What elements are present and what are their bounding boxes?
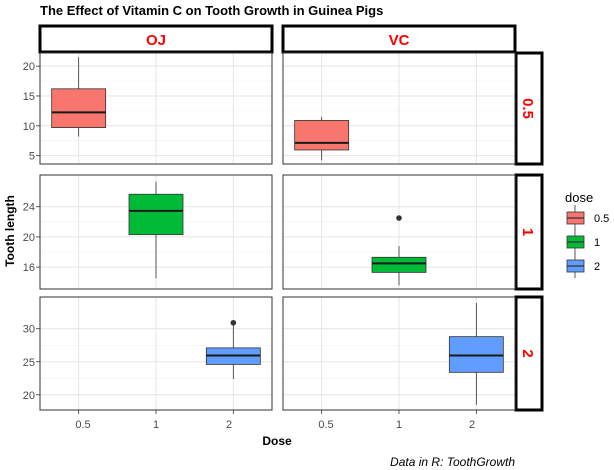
legend-item-2: 2 [566,253,600,278]
panel-border [39,52,273,165]
chart-title: The Effect of Vitamin C on Tooth Growth … [40,3,383,18]
panel-VC-0.5 [282,52,516,165]
y-tick-label-0.5-20: 20 [23,61,35,73]
legend: dose 0.5 1 2 [565,190,609,278]
strip-label-VC: VC [389,32,410,49]
x-axis-title: Dose [262,434,292,448]
strip-label-0.5: 0.5 [519,98,536,119]
x-tick-label-OJ-0.5: 0.5 [75,419,90,431]
y-tick-label-0.5-10: 10 [23,121,35,133]
legend-title: dose [565,190,593,205]
panel-border [282,174,516,290]
outlier-point [396,215,402,221]
strip-top-OJ: OJ [38,24,274,54]
panel-OJ-0.5 [39,52,273,165]
panel-OJ-2 [39,296,273,414]
box-OJ-0.5 [51,57,107,137]
y-axis-title: Tooth length [3,195,17,267]
box-VC-1 [371,215,427,286]
x-tick-label-VC-2: 2 [469,419,475,431]
caption: Data in R: ToothGrowth [390,455,515,469]
x-tick-label-VC-1: 1 [396,419,402,431]
box-OJ-2 [205,319,261,379]
strip-right-1: 1 [514,173,544,291]
box-body [51,88,107,128]
panel-VC-1 [282,174,516,290]
box-body [128,193,184,236]
y-tick-label-0.5-5: 5 [29,151,35,163]
strip-label-1: 1 [519,228,536,236]
outlier-point [230,319,237,326]
legend-label-0.5: 0.5 [594,213,609,225]
box-body [294,120,350,151]
y-axis-ticks: 5 10 15 20 16 20 24 20 25 30 [23,61,40,402]
box-body [371,256,427,273]
panels [39,52,516,414]
legend-item-1: 1 [566,229,600,254]
y-tick-label-1-16: 16 [23,262,35,274]
y-tick-label-1-24: 24 [23,202,35,214]
strip-top-VC: VC [281,24,517,54]
y-tick-label-2-30: 30 [23,324,35,336]
box-VC-0.5 [294,116,350,161]
box-VC-2 [448,302,504,405]
strip-right-0.5: 0.5 [514,51,544,166]
x-tick-label-OJ-1: 1 [153,419,159,431]
legend-label-1: 1 [594,237,600,249]
box-OJ-1 [128,181,184,279]
panel-VC-2 [282,296,516,414]
strip-right-2: 2 [514,295,544,412]
legend-item-0.5: 0.5 [566,205,609,230]
x-tick-label-VC-0.5: 0.5 [318,419,333,431]
panel-border [282,52,516,165]
x-axis-tick-labels: 0.5 1 2 0.5 1 2 [75,419,475,431]
panel-OJ-1 [39,174,273,290]
strip-label-2: 2 [519,349,536,357]
panel-border [39,174,273,290]
y-tick-label-2-25: 25 [23,357,35,369]
legend-label-2: 2 [594,261,600,273]
x-tick-label-OJ-2: 2 [226,419,232,431]
y-tick-label-1-20: 20 [23,232,35,244]
y-tick-label-0.5-15: 15 [23,91,35,103]
strip-label-OJ: OJ [146,32,166,49]
y-tick-label-2-20: 20 [23,390,35,402]
